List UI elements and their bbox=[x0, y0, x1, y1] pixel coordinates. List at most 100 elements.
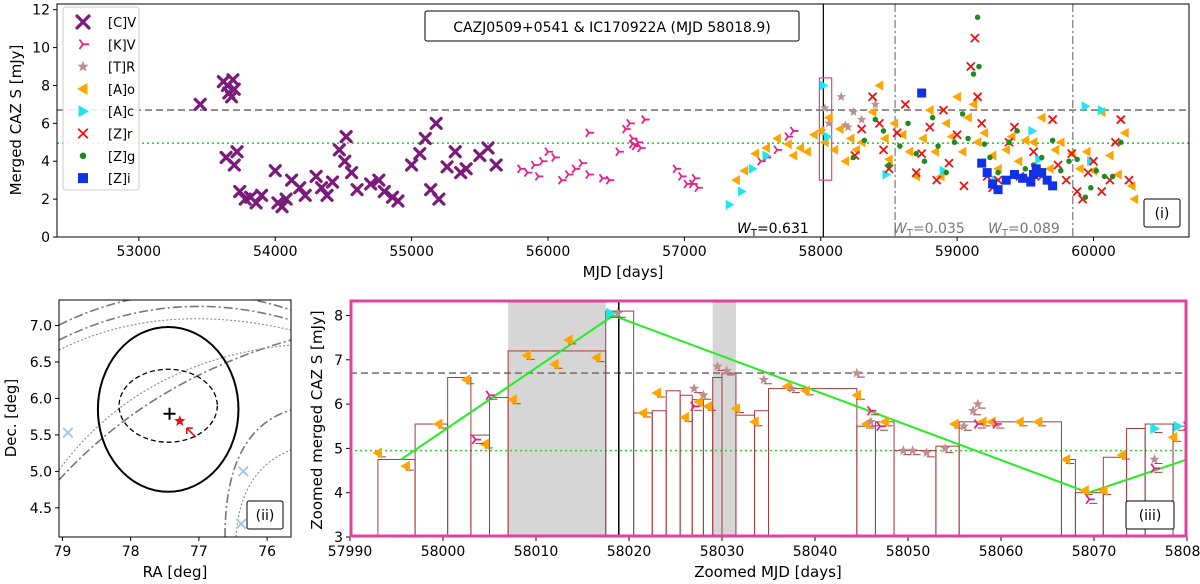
data-point bbox=[786, 383, 797, 393]
weight-value: =0.631 bbox=[757, 221, 809, 237]
data-point bbox=[325, 175, 340, 189]
sky-panel-tag: (ii) bbox=[256, 508, 275, 524]
data-point bbox=[977, 118, 987, 128]
data-point bbox=[938, 105, 949, 115]
data-point bbox=[429, 116, 443, 130]
main-y-tick-label: 6 bbox=[41, 116, 50, 132]
data-point bbox=[921, 447, 932, 458]
data-point bbox=[1079, 484, 1089, 496]
data-point bbox=[874, 80, 884, 91]
data-point bbox=[350, 183, 364, 197]
data-point bbox=[925, 122, 935, 132]
legend-marker-a-o bbox=[77, 82, 88, 95]
data-point bbox=[460, 374, 471, 386]
data-point bbox=[226, 73, 240, 87]
other-source-0 bbox=[237, 465, 249, 477]
legend-frame bbox=[62, 6, 140, 191]
main-frame bbox=[56, 3, 1190, 238]
data-point bbox=[721, 365, 732, 376]
data-point bbox=[963, 112, 972, 123]
data-point bbox=[988, 179, 998, 189]
data-point bbox=[987, 154, 993, 161]
data-point bbox=[731, 175, 740, 186]
data-point bbox=[946, 131, 956, 142]
data-point bbox=[1028, 137, 1038, 148]
sky-panel-tag-box: (ii) bbox=[246, 500, 284, 530]
data-point bbox=[819, 80, 829, 91]
data-point bbox=[749, 416, 759, 428]
sky-x-tick-label: 77 bbox=[190, 544, 208, 560]
data-point bbox=[523, 168, 533, 178]
weight-labels: WT=0.631 WT=0.035 WT=0.089 bbox=[737, 221, 1060, 239]
series-c-v bbox=[193, 73, 503, 214]
data-point bbox=[851, 367, 863, 378]
data-point bbox=[688, 383, 700, 393]
data-point bbox=[840, 156, 850, 167]
data-point bbox=[712, 360, 723, 371]
sky-frame bbox=[58, 299, 292, 538]
data-point bbox=[1097, 186, 1107, 197]
data-point bbox=[1066, 158, 1072, 164]
other-event-contour-1 bbox=[59, 300, 291, 326]
data-point bbox=[913, 150, 919, 157]
weight-symbol: W bbox=[988, 221, 1003, 237]
legend-marker-c-v bbox=[75, 14, 91, 30]
legend-label-z-r: [Z]r bbox=[108, 128, 133, 143]
data-point bbox=[637, 143, 646, 153]
main-y-tick-label: 0 bbox=[41, 230, 50, 246]
data-point bbox=[892, 128, 902, 138]
data-point bbox=[481, 141, 495, 155]
data-point bbox=[1009, 169, 1019, 179]
sky-y-tick-label: 4.5 bbox=[30, 501, 52, 517]
data-point bbox=[788, 150, 798, 161]
data-point bbox=[557, 175, 567, 185]
data-point bbox=[391, 194, 405, 208]
data-point bbox=[530, 160, 540, 170]
data-point bbox=[1088, 165, 1098, 176]
data-point bbox=[851, 389, 861, 401]
weight-symbol: W bbox=[737, 221, 752, 237]
data-point bbox=[761, 142, 770, 153]
data-point bbox=[1048, 181, 1058, 191]
zoom-series-k-v bbox=[471, 390, 1187, 505]
data-point bbox=[698, 389, 709, 400]
data-point bbox=[992, 419, 1002, 429]
data-point bbox=[730, 403, 741, 415]
data-point bbox=[1081, 101, 1091, 112]
data-point bbox=[521, 349, 531, 361]
data-point bbox=[949, 418, 959, 430]
data-point bbox=[737, 186, 747, 197]
legend-label-z-g: [Z]g bbox=[108, 150, 135, 165]
zoom-series-t-r bbox=[612, 307, 1163, 464]
data-point bbox=[1067, 149, 1077, 159]
data-point bbox=[924, 105, 934, 116]
data-point bbox=[585, 128, 594, 138]
data-point bbox=[377, 184, 391, 199]
data-point bbox=[973, 419, 984, 429]
data-point bbox=[897, 143, 903, 149]
data-point bbox=[939, 165, 949, 176]
bayesian-block bbox=[893, 450, 937, 537]
data-point bbox=[534, 171, 544, 181]
data-point bbox=[615, 147, 624, 157]
pointer-arrow bbox=[185, 427, 197, 438]
zoom-series-a-c bbox=[606, 307, 1186, 434]
weight-label-0: WT=0.631 bbox=[737, 221, 809, 239]
data-point bbox=[268, 164, 282, 178]
data-point bbox=[590, 352, 601, 364]
data-point bbox=[905, 120, 911, 127]
sky-x-tick-label: 79 bbox=[53, 544, 71, 560]
bayesian-block bbox=[1102, 456, 1128, 537]
legend-label-a-c: [A]c bbox=[108, 105, 134, 120]
data-point bbox=[372, 447, 383, 459]
data-point bbox=[585, 169, 594, 180]
data-point bbox=[544, 147, 553, 157]
data-point bbox=[563, 334, 573, 346]
data-point bbox=[995, 169, 1001, 176]
data-point bbox=[725, 199, 735, 210]
data-point bbox=[694, 183, 704, 193]
data-point bbox=[1119, 127, 1129, 138]
zoom-y-tick-label: 7 bbox=[334, 353, 343, 369]
data-point bbox=[679, 411, 689, 423]
data-point bbox=[691, 173, 701, 183]
